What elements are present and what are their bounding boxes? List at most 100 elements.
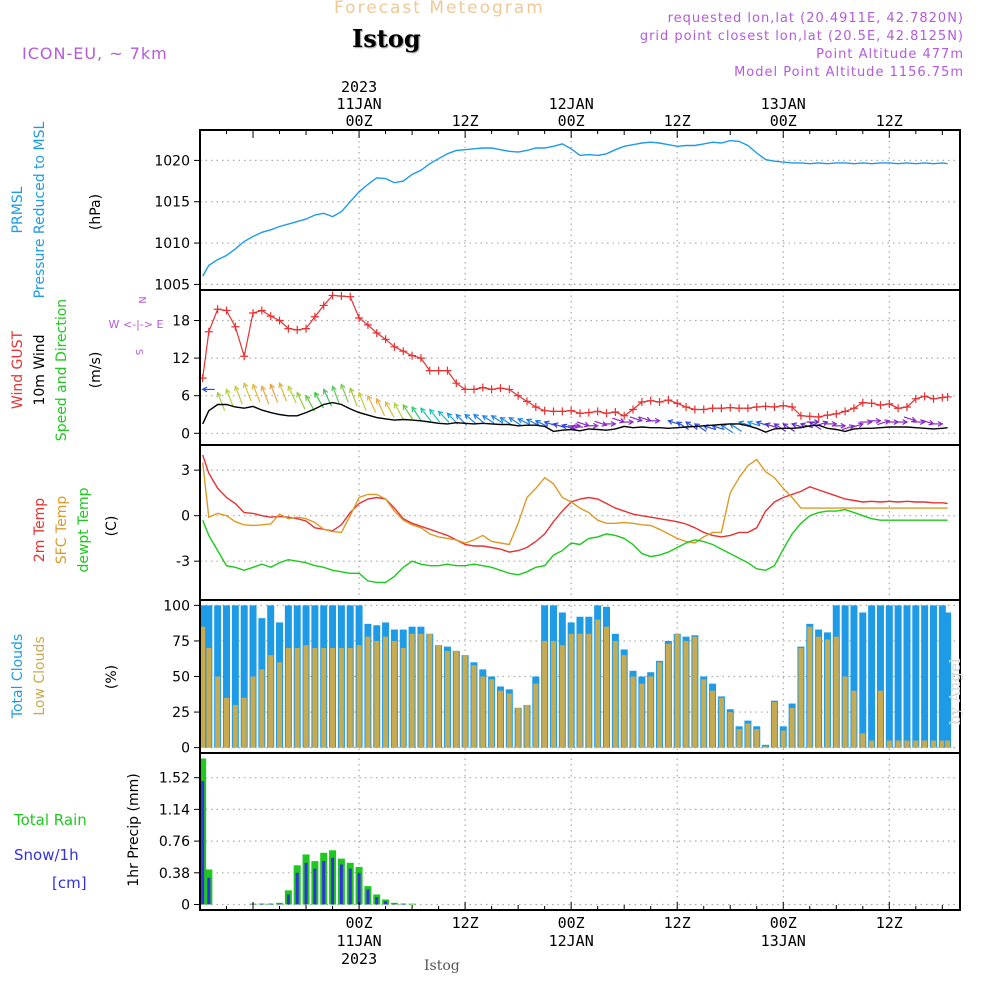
top-time-label: 13JAN [761,95,806,113]
wind-arrow-head [278,382,284,389]
wind-arrow-head [201,386,208,393]
snow-bar [295,872,299,905]
low-cloud-bar [436,645,442,748]
low-cloud-bar [816,636,822,748]
rain-label: Total Rain [13,811,87,829]
wind-arrow-head [242,382,249,389]
compass-we: W <-|-> E [109,318,164,331]
low-cloud-bar [824,639,830,748]
low-cloud-bar [630,676,636,748]
wind-arrow [420,407,432,422]
low-cloud-bar [568,633,574,748]
gust-marker [584,408,593,417]
snow-bar [375,896,379,905]
low-cloud-bar [922,740,928,748]
snow-bar [207,877,211,905]
wind-arrow [305,395,316,412]
wind-arrow-head [575,422,582,429]
wind-arrow [685,421,698,431]
low-cloud-bar [277,662,283,748]
gust-marker [257,306,266,315]
gust-marker [540,406,549,415]
wind-arrow [243,382,252,402]
wind-arrow-head [592,422,599,429]
gust-marker [796,411,805,420]
wind-arrow [429,409,441,423]
gust-marker [319,301,328,310]
gust-marker [408,351,417,360]
gust-marker [487,385,496,394]
gust-marker [337,292,346,301]
bottom-time-label: 12Z [664,914,691,932]
low-cloud-bar [780,730,786,748]
gust-marker [867,399,876,408]
snow-unit-label: [cm] [52,874,87,892]
low-cloud-bar [338,648,344,748]
gust-marker [814,413,823,422]
gust-marker [761,402,770,411]
low-cloud-bar [409,633,415,748]
gust-marker [496,384,505,393]
cloud-axis-label-1: Low Clouds [32,636,48,715]
low-cloud-bar [453,650,459,748]
wind-arrow [287,386,297,404]
wind-arrow-head [251,383,258,390]
top-time-label: 12Z [452,112,479,130]
wind-arrow [234,386,243,405]
gust-marker [372,329,381,338]
wind-arrow [612,417,625,423]
wind-arrow-head [499,416,506,423]
gust-marker [425,366,434,375]
wind-arrow [903,416,916,422]
total-cloud-bar [223,605,231,748]
wind-arrow-head [552,422,559,428]
wind-arrow-head [348,387,355,394]
temp-axis-label-1: SFC Temp [54,496,70,565]
gust-marker [558,407,567,416]
wind-arrow-head [472,413,479,420]
total-cloud-bar [929,605,937,748]
snow-bar [366,889,370,905]
y-tick-label: 0 [181,426,190,442]
gust-marker [920,392,929,401]
wind-arrow [252,384,261,403]
wind-arrow [576,421,590,427]
top-time-label: 00Z [346,112,373,130]
wind-arrow [877,420,890,426]
low-cloud-bar [860,733,866,748]
wind-speed-line [202,401,948,433]
low-cloud-bar [833,636,839,748]
snow-bar [357,872,361,905]
wind-arrow-head [857,422,864,428]
low-cloud-bar [621,655,627,748]
wind-arrow-head [420,407,426,414]
low-cloud-bar [400,648,406,748]
wind-arrow [349,387,358,407]
pressure-line [202,139,948,277]
y-tick-label: 6 [181,389,190,405]
wind-arrow-head [601,421,608,427]
y-tick-label: 1010 [154,236,190,252]
bottom-time-label: 12Z [876,914,903,932]
model-name: ICON-EU, ~ 7km [22,44,168,63]
snow-bar [331,857,335,905]
requested-coords: requested lon,lat (20.4911E, 42.7820N) [667,11,964,26]
gust-marker [390,342,399,351]
wind-arrow [774,423,787,432]
wind-arrow-head [654,417,661,424]
wind-arrow [358,392,367,411]
wind-arrow-head [610,420,617,427]
wind-arrow-head [676,421,683,427]
snow-bar [384,901,388,905]
wind-arrow-head [884,419,891,425]
wind-arrow [385,401,395,418]
wind-arrow [508,417,522,426]
total-cloud-bar [938,605,946,748]
y-tick-label: 12 [172,351,190,367]
snow-bar [322,861,326,905]
temp-unit: (C) [104,516,120,537]
low-cloud-bar [383,636,389,748]
low-cloud-bar [886,740,892,748]
wind-arrow-head [331,385,337,392]
low-cloud-bar [586,633,592,748]
